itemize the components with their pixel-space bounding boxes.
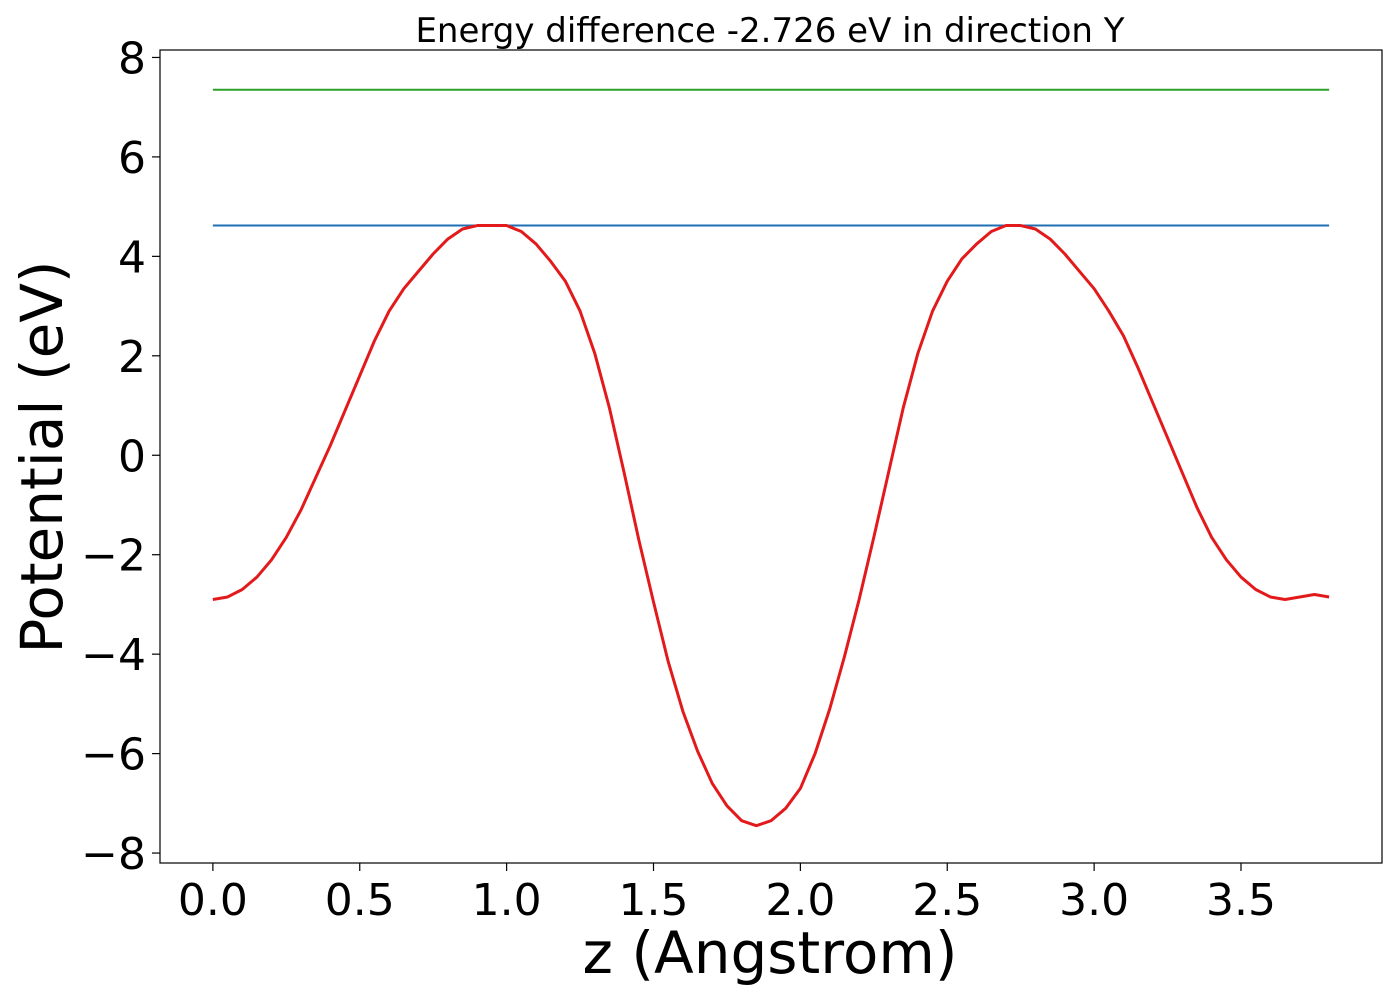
y-tick-label: 6 xyxy=(118,133,146,184)
y-tick-label: 2 xyxy=(118,332,146,383)
x-axis-ticks: 0.0 0.5 1.0 1.5 2.0 2.5 3.0 3.5 xyxy=(178,863,1276,926)
y-tick-label: −2 xyxy=(81,531,146,582)
y-axis-ticks: −8 −6 −4 −2 0 2 4 6 8 xyxy=(81,33,160,880)
y-tick-label: 0 xyxy=(118,431,146,482)
x-tick-label: 1.0 xyxy=(472,875,542,926)
chart-title: Energy difference -2.726 eV in direction… xyxy=(415,11,1124,51)
x-tick-label: 1.5 xyxy=(619,875,689,926)
y-tick-label: −6 xyxy=(81,730,146,781)
x-tick-label: 3.0 xyxy=(1059,875,1129,926)
x-tick-label: 2.0 xyxy=(765,875,835,926)
series-layer xyxy=(212,88,1330,828)
y-axis-label: Potential (eV) xyxy=(8,260,76,653)
y-tick-label: −8 xyxy=(81,829,146,880)
x-axis-label: z (Angstrom) xyxy=(583,919,958,987)
x-tick-label: 3.5 xyxy=(1206,875,1276,926)
x-tick-label: 0.5 xyxy=(325,875,395,926)
series-line-0 xyxy=(212,224,1330,828)
x-tick-label: 0.0 xyxy=(178,875,248,926)
y-tick-label: −4 xyxy=(81,630,146,681)
x-tick-label: 2.5 xyxy=(912,875,982,926)
plot-area xyxy=(159,49,1383,864)
y-tick-label: 8 xyxy=(118,33,146,84)
y-tick-label: 4 xyxy=(118,232,146,283)
